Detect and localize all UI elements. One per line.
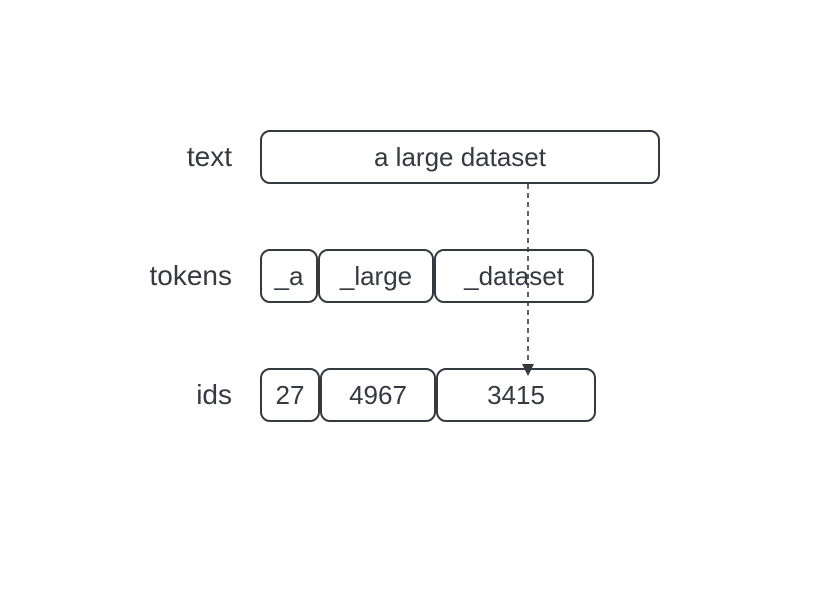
box-ids-1-content: 4967 <box>349 380 407 411</box>
row-tokens: tokens _a _large _dataset <box>130 249 695 303</box>
label-text: text <box>130 141 260 173</box>
box-ids-0-content: 27 <box>276 380 305 411</box>
box-tokens-1: _large <box>318 249 434 303</box>
box-ids-0: 27 <box>260 368 320 422</box>
label-ids: ids <box>130 379 260 411</box>
box-tokens-0: _a <box>260 249 318 303</box>
row-ids: ids 27 4967 3415 <box>130 368 695 422</box>
row-text: text a large dataset <box>130 130 695 184</box>
box-text-0: a large dataset <box>260 130 660 184</box>
box-text-0-content: a large dataset <box>374 142 546 173</box>
boxes-tokens: _a _large _dataset <box>260 249 594 303</box>
boxes-ids: 27 4967 3415 <box>260 368 596 422</box>
box-ids-2-content: 3415 <box>487 380 545 411</box>
box-tokens-2: _dataset <box>434 249 594 303</box>
box-tokens-1-content: _large <box>340 261 412 292</box>
box-tokens-2-content: _dataset <box>464 261 564 292</box>
box-ids-1: 4967 <box>320 368 436 422</box>
tokenization-diagram: text a large dataset tokens _a _large _d… <box>130 130 695 422</box>
label-tokens: tokens <box>130 260 260 292</box>
box-tokens-0-content: _a <box>275 261 304 292</box>
box-ids-2: 3415 <box>436 368 596 422</box>
boxes-text: a large dataset <box>260 130 660 184</box>
